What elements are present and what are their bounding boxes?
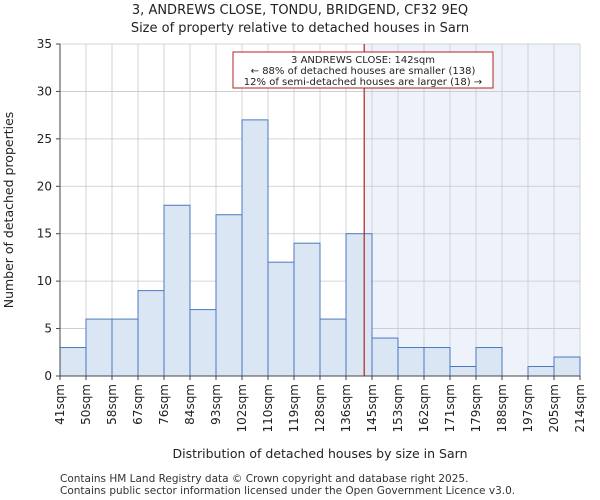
histogram-bar: [111, 318, 139, 377]
annotation-line-2: ← 88% of detached houses are smaller (13…: [251, 66, 476, 77]
x-tick-label: 58sqm: [105, 384, 119, 425]
y-tick-label: 10: [37, 274, 52, 288]
chart-title: Size of property relative to detached ho…: [130, 21, 470, 36]
x-tick-label: 84sqm: [183, 384, 197, 425]
histogram-bar: [345, 233, 373, 377]
x-tick-label: 102sqm: [235, 384, 249, 432]
histogram-bar: [527, 366, 555, 377]
histogram-bar: [189, 309, 217, 377]
annotation-line-1: 3 ANDREWS CLOSE: 142sqm: [291, 55, 435, 66]
histogram-bar: [423, 347, 451, 377]
x-tick-label: 214sqm: [573, 384, 587, 432]
histogram-bar: [85, 318, 113, 377]
y-axis-label: Number of detached properties: [1, 112, 16, 309]
y-tick-label: 15: [37, 227, 52, 241]
histogram-bar: [215, 214, 243, 377]
x-tick-label: 188sqm: [495, 384, 509, 432]
histogram-bar: [449, 366, 477, 377]
x-tick-label: 162sqm: [417, 384, 431, 432]
x-tick-label: 50sqm: [79, 384, 93, 425]
y-tick-label: 0: [44, 369, 52, 383]
x-tick-label: 179sqm: [469, 384, 483, 432]
x-axis-label: Distribution of detached houses by size …: [172, 446, 467, 461]
histogram-bar: [553, 356, 581, 377]
x-tick-label: 197sqm: [521, 384, 535, 432]
x-tick-label: 110sqm: [261, 384, 275, 432]
chart-title-address: 3, ANDREWS CLOSE, TONDU, BRIDGEND, CF32 …: [131, 3, 469, 18]
gridlines: [59, 43, 581, 377]
histogram-bar: [59, 347, 87, 377]
x-tick-label: 93sqm: [209, 384, 223, 425]
histogram-bar: [137, 290, 165, 377]
x-axis-ticks: 41sqm 50sqm 58sqm 67sqm 76sqm 84sqm 93sqm 102sq…: [53, 376, 587, 432]
x-tick-label: 41sqm: [53, 384, 67, 425]
annotation-box: 3 ANDREWS CLOSE: 142sqm ← 88% of detache…: [232, 51, 494, 89]
x-tick-label: 153sqm: [391, 384, 405, 432]
x-tick-label: 119sqm: [287, 384, 301, 432]
x-tick-label: 205sqm: [547, 384, 561, 432]
histogram-bar: [267, 261, 295, 377]
y-tick-label: 30: [37, 84, 52, 98]
x-tick-label: 171sqm: [443, 384, 457, 432]
larger-region-highlight: [364, 44, 580, 376]
histogram-bar: [475, 347, 503, 377]
y-tick-label: 5: [44, 322, 52, 336]
histogram-bar: [293, 242, 321, 377]
x-tick-label: 76sqm: [157, 384, 171, 425]
x-tick-label: 128sqm: [313, 384, 327, 432]
x-tick-label: 136sqm: [339, 384, 353, 432]
histogram-bar: [371, 337, 399, 377]
y-tick-label: 25: [37, 132, 52, 146]
y-tick-label: 35: [37, 37, 52, 51]
histogram-bars: [59, 119, 581, 377]
y-axis-ticks: 0 5 10 15 20 25 30 35: [37, 37, 60, 383]
histogram-bar: [397, 347, 425, 377]
annotation-line-3: 12% of semi-detached houses are larger (…: [244, 77, 482, 88]
x-tick-label: 145sqm: [365, 384, 379, 432]
histogram-bar: [163, 204, 191, 377]
footer-licence: Contains public sector information licen…: [60, 485, 516, 497]
histogram-bar: [319, 318, 347, 377]
annotation-border: [232, 51, 494, 89]
y-tick-label: 20: [37, 179, 52, 193]
histogram-bar: [241, 119, 269, 377]
footer-copyright: Contains HM Land Registry data © Crown c…: [60, 473, 469, 485]
x-tick-label: 67sqm: [131, 384, 145, 425]
